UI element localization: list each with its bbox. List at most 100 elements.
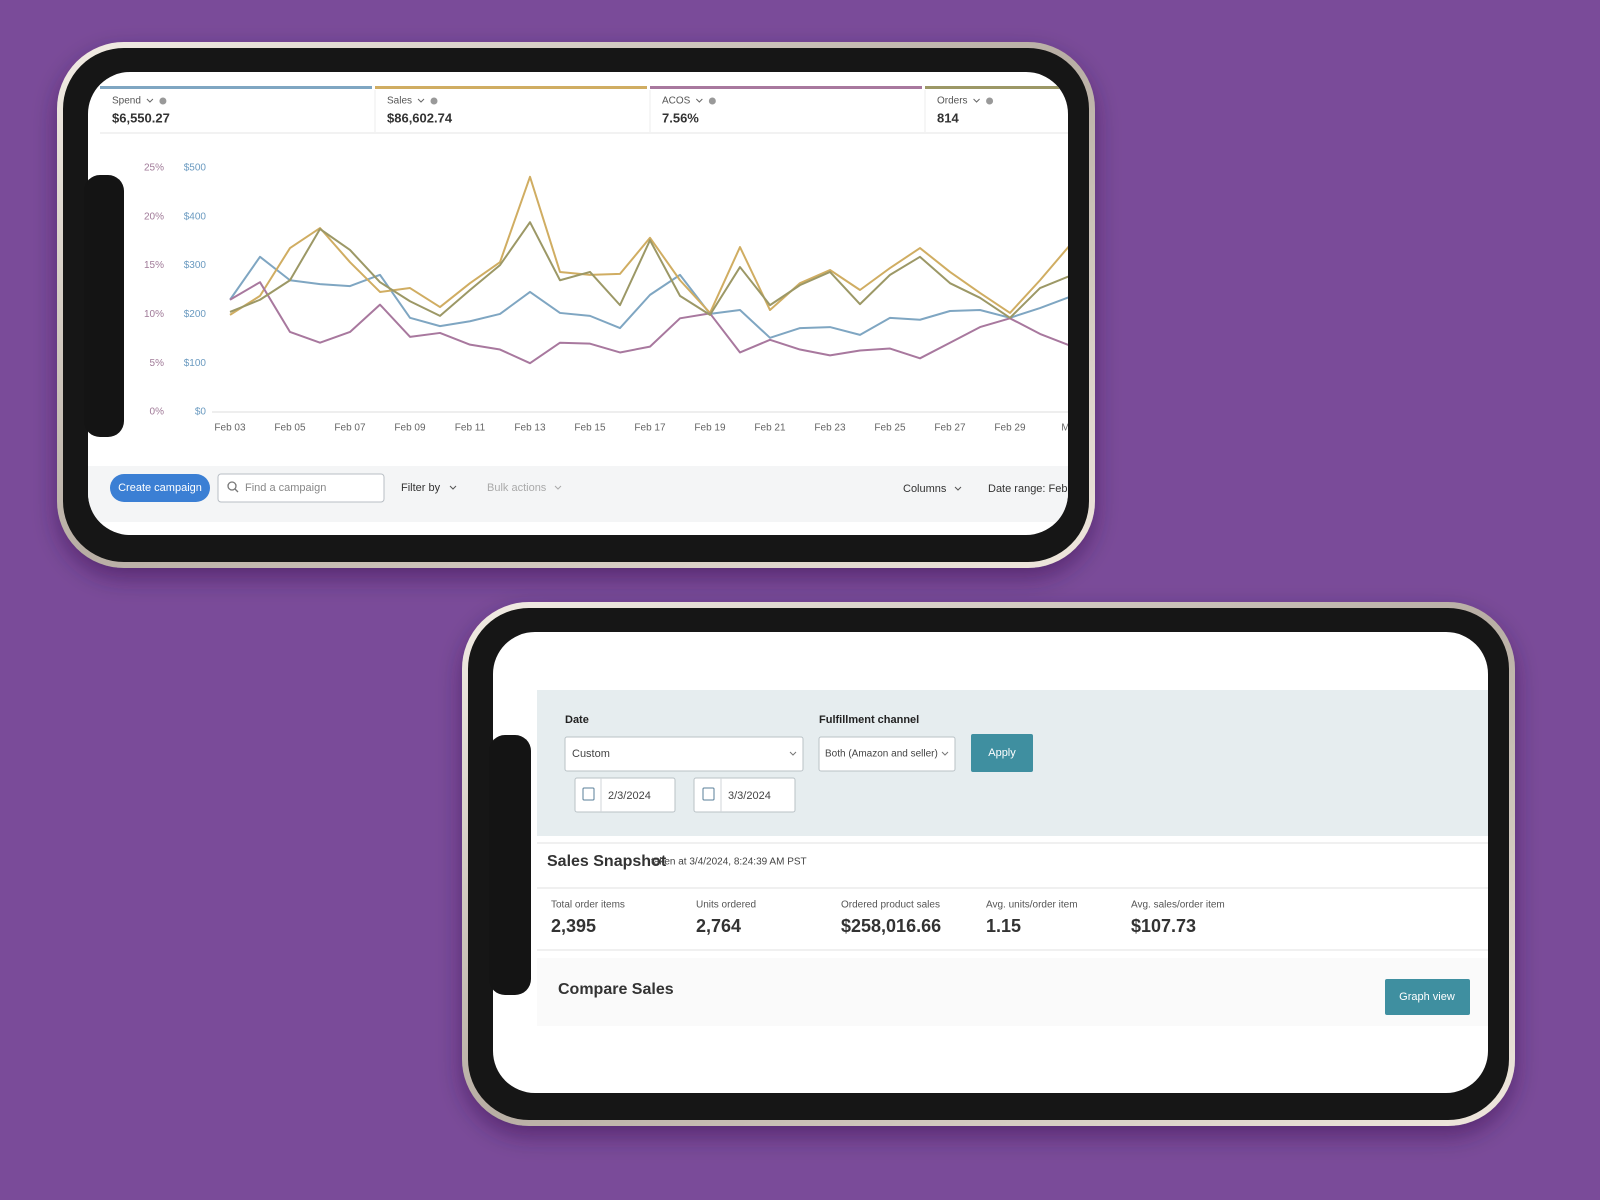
- date-select[interactable]: [564, 736, 804, 772]
- date-range[interactable]: Date range: Feb: [988, 483, 1068, 495]
- y-tick-label: 10%: [144, 309, 164, 320]
- y-tick-label: 15%: [144, 260, 164, 271]
- chevron: [954, 486, 962, 491]
- metric-accent: [925, 86, 1068, 89]
- series-line: [229, 281, 1068, 365]
- calendar-icon: [702, 787, 715, 801]
- series-line: [229, 221, 1068, 319]
- y2-tick-label: $400: [184, 211, 207, 222]
- metric-value: 7.56%: [662, 110, 699, 125]
- graph-view-button[interactable]: [1385, 979, 1470, 1015]
- x-tick-label: Feb 19: [694, 423, 726, 434]
- chevron: [973, 98, 980, 103]
- x-tick-label: Feb 21: [754, 423, 786, 434]
- chevron: [695, 98, 703, 103]
- columns-dropdown[interactable]: Columns: [903, 483, 947, 495]
- y-tick-label: 25%: [144, 163, 164, 174]
- snapshot-value: 2,764: [696, 916, 741, 936]
- report-screen: Date Custom Fulfillment channel Both (Am…: [537, 690, 1488, 1026]
- y-tick-label: 0%: [150, 407, 165, 418]
- info-icon: [986, 97, 994, 105]
- create-campaign-label: Create campaign: [118, 482, 202, 494]
- x-tick-label: Feb 13: [514, 423, 546, 434]
- metric-value: $86,602.74: [387, 110, 453, 125]
- metric-accent: [100, 86, 372, 89]
- x-tick-label: Feb 05: [274, 423, 306, 434]
- x-tick-label: Feb 29: [994, 423, 1026, 434]
- chevron: [449, 485, 457, 490]
- y-tick-label: 5%: [150, 358, 165, 369]
- metric-value: $6,550.27: [112, 110, 170, 125]
- x-tick-label: Feb 15: [574, 423, 606, 434]
- chevron: [789, 751, 797, 756]
- x-tick-label: Feb 23: [814, 423, 846, 434]
- metric-accent: [650, 86, 922, 89]
- y2-tick-label: $300: [184, 260, 207, 271]
- notch: [489, 735, 531, 995]
- chevron: [941, 751, 949, 756]
- x-tick-label: Feb 09: [394, 423, 426, 434]
- snapshot-value: $258,016.66: [841, 916, 941, 936]
- end-date: 3/3/2024: [728, 790, 771, 802]
- search-icon: [227, 481, 237, 491]
- metric-label: Orders: [937, 96, 968, 107]
- metric-value: 814: [937, 110, 959, 125]
- phone-screen: [88, 72, 1068, 535]
- y-tick-label: 20%: [144, 211, 164, 222]
- snapshot-label: Total order items: [551, 900, 625, 911]
- campaign-screen: Create campaign Find a campaign Filter b…: [88, 86, 1079, 522]
- x-tick-label: Feb 11: [455, 423, 486, 434]
- info-icon: [159, 97, 167, 105]
- x-tick-label: Feb 03: [214, 423, 246, 434]
- graph-view-label: Graph view: [1399, 991, 1455, 1003]
- x-tick-label: Feb 27: [934, 423, 966, 434]
- fulfillment-label: Fulfillment channel: [819, 714, 919, 726]
- metric-label: Spend: [112, 96, 141, 107]
- search-placeholder: Find a campaign: [245, 482, 326, 494]
- chevron: [146, 98, 154, 103]
- fulfillment-select[interactable]: [818, 736, 956, 772]
- y2-tick-label: $100: [184, 358, 207, 369]
- snapshot-time: taken at 3/4/2024, 8:24:39 AM PST: [651, 857, 807, 868]
- x-tick-label: Feb 07: [334, 423, 366, 434]
- metric-label: Sales: [387, 96, 412, 107]
- bulk-actions-dropdown[interactable]: Bulk actions: [487, 482, 547, 494]
- compare-panel: [537, 958, 1488, 1026]
- x-tick-label: Feb 17: [634, 423, 666, 434]
- chevron: [417, 98, 425, 103]
- series-line: [229, 175, 1068, 316]
- end-date-input[interactable]: [693, 777, 796, 813]
- y2-tick-label: $0: [195, 407, 207, 418]
- filter-dropdown[interactable]: Filter by: [401, 482, 441, 494]
- metric-accent: [375, 86, 647, 89]
- search-box[interactable]: [217, 473, 385, 503]
- start-date-input[interactable]: [574, 777, 676, 813]
- calendar-icon: [582, 787, 595, 801]
- start-date: 2/3/2024: [608, 790, 651, 802]
- snapshot-label: Units ordered: [696, 900, 756, 911]
- info-icon: [430, 97, 438, 105]
- x-tick-label: Feb 25: [874, 423, 906, 434]
- y2-tick-label: $200: [184, 309, 207, 320]
- snapshot-label: Ordered product sales: [841, 900, 940, 911]
- snapshot-value: 1.15: [986, 916, 1021, 936]
- compare-title: Compare Sales: [558, 981, 674, 998]
- date-select-value: Custom: [572, 748, 610, 760]
- chevron: [554, 485, 562, 490]
- notch: [84, 175, 124, 437]
- date-label: Date: [565, 714, 589, 726]
- snapshot-value: $107.73: [1131, 916, 1196, 936]
- snapshot-label: Avg. units/order item: [986, 900, 1078, 911]
- create-campaign-button[interactable]: [110, 474, 210, 502]
- fulfillment-select-value: Both (Amazon and seller): [825, 749, 938, 760]
- snapshot-value: 2,395: [551, 916, 596, 936]
- snapshot-title: Sales Snapshot: [547, 853, 667, 870]
- series-line: [229, 255, 1068, 339]
- search-icon: [234, 488, 239, 493]
- snapshot-label: Avg. sales/order item: [1131, 900, 1225, 911]
- x-tick-label: Mar: [1061, 423, 1079, 434]
- apply-button[interactable]: [971, 734, 1033, 772]
- apply-label: Apply: [988, 747, 1016, 759]
